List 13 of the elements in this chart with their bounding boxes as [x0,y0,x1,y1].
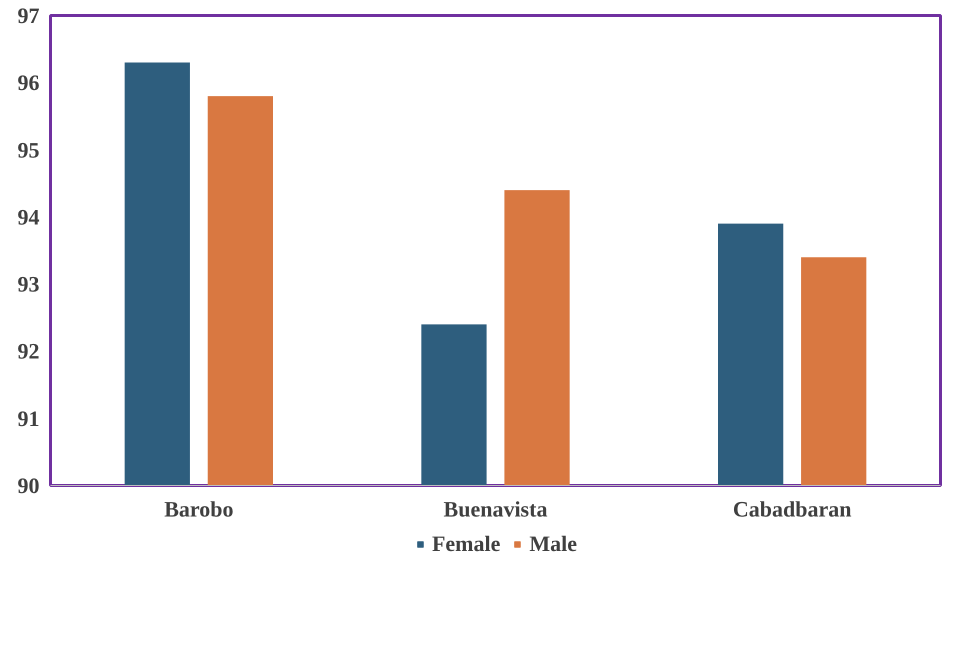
y-tick-label: 92 [18,338,40,364]
legend-label: Male [529,531,578,557]
x-tick-label: Buenavista [444,496,548,522]
y-tick-label: 95 [18,137,40,162]
y-tick-label: 93 [18,272,40,297]
y-tick-label: 96 [18,70,40,96]
y-tick-label: 94 [18,204,40,230]
x-tick-label: Cabadbaran [732,496,852,522]
legend-label: Female [432,531,500,557]
x-tick-label: Barobo [164,496,234,522]
y-tick-label: 91 [18,406,40,431]
y-tick-label: 90 [18,473,40,498]
y-tick-label: 97 [18,3,40,28]
